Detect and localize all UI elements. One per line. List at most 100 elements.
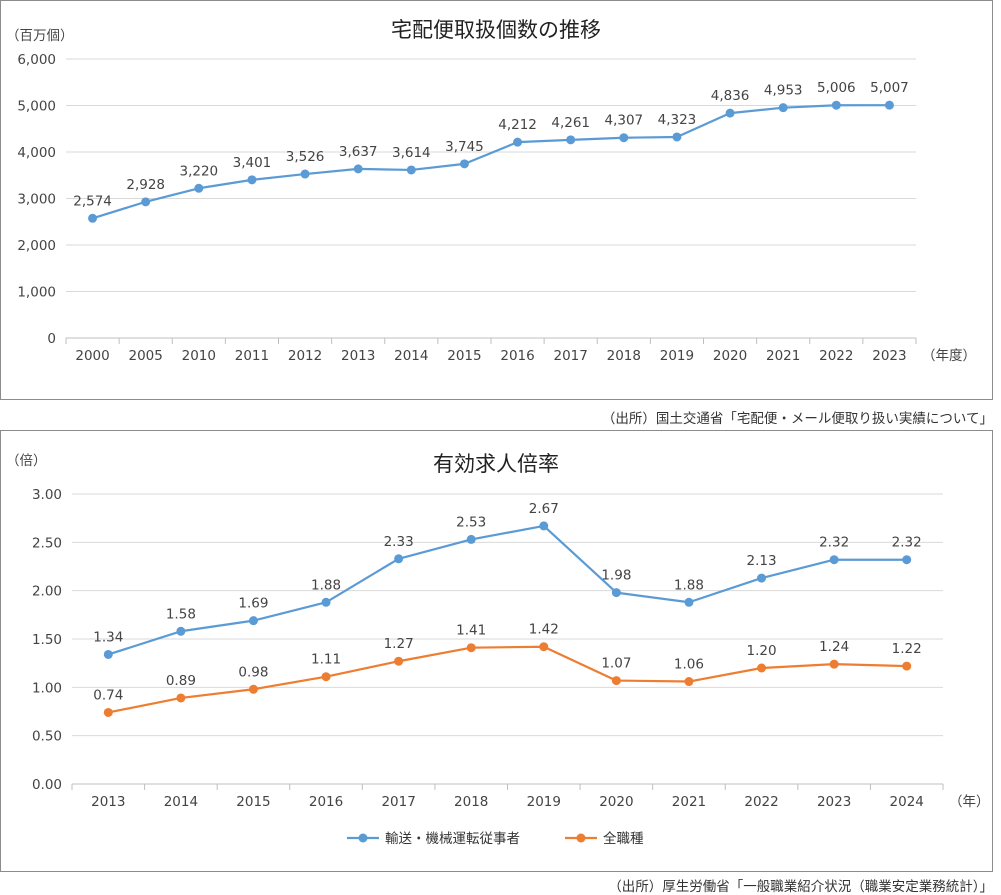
- parcel-data-point: [619, 133, 629, 143]
- jobratio-data-label: 1.06: [674, 657, 704, 673]
- jobratio-legend-label: 輸送・機械運転従事者: [385, 831, 520, 847]
- parcel-data-point: [513, 137, 523, 147]
- jobratio-data-point: [394, 656, 404, 666]
- parcel-y-unit: （百万個）: [6, 28, 74, 44]
- parcel-x-tick: 2015: [447, 348, 481, 364]
- jobratio-data-point: [611, 676, 621, 686]
- parcel-data-label: 4,323: [658, 112, 697, 128]
- parcel-data-label: 4,212: [498, 117, 537, 133]
- jobratio-legend-marker: [358, 833, 368, 843]
- parcel-data-point: [884, 100, 894, 110]
- parcel-x-tick: 2005: [129, 348, 163, 364]
- jobratio-x-tick: 2022: [744, 794, 778, 810]
- parcel-x-tick: 2000: [75, 348, 109, 364]
- parcel-y-tick: 2,000: [17, 238, 56, 254]
- job-ratio-chart-panel: 有効求人倍率 （倍） 0.00 0.50 1.00 1.50 2.00 2.50 3.00 201…: [0, 430, 993, 872]
- jobratio-data-label: 1.41: [456, 623, 486, 639]
- jobratio-legend-label: 全職種: [603, 830, 644, 847]
- parcel-data-label: 4,836: [711, 88, 750, 104]
- parcel-data-point: [831, 100, 841, 110]
- jobratio-x-unit: （年）: [949, 794, 990, 810]
- jobratio-x-tick: 2024: [890, 794, 924, 810]
- jobratio-y-tick: 3.00: [32, 487, 62, 503]
- jobratio-x-tick: 2016: [309, 794, 343, 810]
- jobratio-data-label: 1.58: [166, 606, 196, 622]
- jobratio-x-tick: 2014: [164, 794, 198, 810]
- jobratio-y-tick: 2.50: [32, 535, 62, 551]
- jobratio-data-label: 1.42: [529, 622, 559, 638]
- parcel-y-tick: 3,000: [17, 192, 56, 208]
- jobratio-x-tick: 2019: [527, 794, 561, 810]
- parcel-series-line: [92, 104, 890, 220]
- jobratio-title: 有効求人倍率: [433, 452, 559, 476]
- parcel-data-point: [247, 175, 257, 185]
- jobratio-series-line: [108, 645, 907, 714]
- jobratio-data-point: [611, 588, 621, 598]
- parcel-data-point: [672, 132, 682, 142]
- parcel-x-tick: 2022: [819, 348, 853, 364]
- parcel-data-label: 2,574: [73, 193, 112, 209]
- jobratio-x-tick: 2015: [236, 794, 270, 810]
- jobratio-x-tick: 2013: [91, 794, 125, 810]
- parcel-chart-source: （出所）国土交通省「宅配便・メール便取り扱い実績について」: [601, 411, 993, 427]
- jobratio-data-point: [466, 643, 476, 653]
- parcel-x-tick: 2013: [341, 348, 375, 364]
- parcel-data-point: [566, 135, 576, 145]
- parcel-data-label: 3,745: [445, 139, 484, 155]
- jobratio-data-label: 1.34: [93, 629, 123, 645]
- parcel-x-unit: （年度）: [922, 348, 976, 364]
- jobratio-y-tick: 0.50: [32, 729, 62, 745]
- parcel-y-tick: 0: [47, 331, 56, 347]
- jobratio-data-point: [684, 677, 694, 687]
- parcel-y-tick: 1,000: [17, 285, 56, 301]
- jobratio-data-point: [539, 521, 549, 531]
- parcel-y-tick: 4,000: [17, 145, 56, 161]
- parcel-data-point: [300, 169, 310, 179]
- parcel-x-tick: 2018: [607, 348, 641, 364]
- parcel-data-point: [778, 103, 788, 113]
- parcel-x-tick: 2014: [394, 348, 428, 364]
- jobratio-x-tick: 2023: [817, 794, 851, 810]
- parcel-data-point: [406, 165, 416, 175]
- parcel-x-tick: 2021: [766, 348, 800, 364]
- jobratio-data-point: [248, 684, 258, 694]
- job-ratio-chart-source: （出所）厚生労働省「一般職業紹介状況（職業安定業務統計）」: [608, 879, 993, 895]
- jobratio-y-unit: （倍）: [6, 453, 47, 469]
- jobratio-data-point: [394, 554, 404, 564]
- jobratio-data-label: 0.98: [238, 664, 268, 680]
- parcel-data-label: 2,928: [126, 177, 165, 193]
- parcel-data-point: [725, 108, 735, 118]
- jobratio-data-point: [757, 573, 767, 583]
- parcel-data-label: 5,006: [817, 80, 856, 96]
- jobratio-data-point: [321, 597, 331, 607]
- jobratio-data-label: 2.67: [529, 501, 559, 517]
- jobratio-data-label: 1.98: [601, 568, 631, 584]
- jobratio-legend-marker: [576, 833, 586, 843]
- parcel-data-label: 4,953: [764, 83, 803, 99]
- jobratio-data-label: 0.74: [93, 687, 123, 703]
- jobratio-data-point: [466, 534, 476, 544]
- jobratio-x-tick: 2018: [454, 794, 488, 810]
- jobratio-x-tick: 2020: [599, 794, 633, 810]
- jobratio-series-line: [107, 524, 907, 656]
- jobratio-data-point: [829, 659, 839, 669]
- parcel-x-tick: 2011: [235, 348, 269, 364]
- parcel-x-tick: 2017: [554, 348, 588, 364]
- jobratio-data-point: [539, 642, 549, 652]
- parcel-chart-panel: 宅配便取扱個数の推移 （百万個） 0 1,000 2,000 3,000 4,000 5,00…: [0, 0, 993, 400]
- jobratio-data-label: 1.07: [601, 656, 631, 672]
- jobratio-data-point: [684, 597, 694, 607]
- jobratio-data-label: 1.22: [892, 641, 922, 657]
- parcel-x-tick: 2016: [500, 348, 534, 364]
- jobratio-data-point: [176, 693, 186, 703]
- jobratio-data-label: 2.53: [456, 514, 486, 530]
- jobratio-data-label: 1.88: [674, 577, 704, 593]
- parcel-x-tick: 2010: [182, 348, 216, 364]
- jobratio-data-point: [829, 555, 839, 565]
- parcel-data-label: 3,220: [179, 163, 218, 179]
- jobratio-data-label: 2.13: [747, 553, 777, 569]
- parcel-x-tick: 2012: [288, 348, 322, 364]
- parcel-data-label: 3,401: [233, 155, 272, 171]
- parcel-data-point: [459, 159, 469, 169]
- jobratio-data-label: 0.89: [166, 673, 196, 689]
